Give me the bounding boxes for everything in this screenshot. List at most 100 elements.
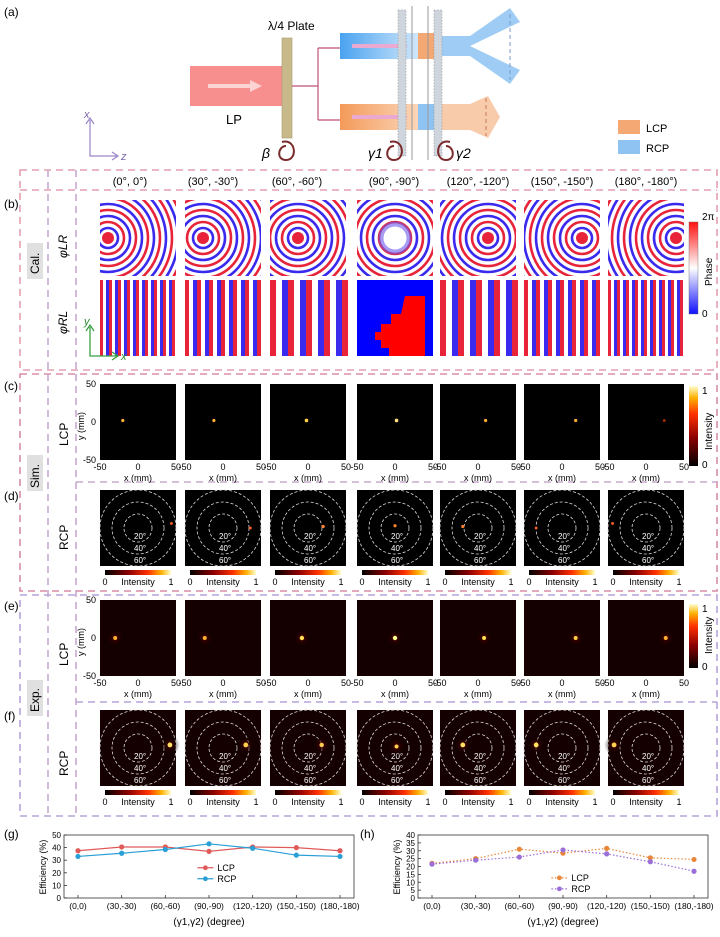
phase-lr-map <box>608 200 684 276</box>
ring-label: 60° <box>219 556 231 565</box>
ring-label: 20° <box>474 532 486 541</box>
y-tick-label: 40 <box>406 831 415 840</box>
x-tick-label: 0 <box>559 678 564 688</box>
angle-ring <box>356 489 434 567</box>
angle-ring <box>269 709 347 787</box>
optical-setup: LP λ/4 Plate β γ1 γ2 x z LCP RCP <box>83 6 669 163</box>
intensity-spot <box>482 636 487 640</box>
x-tick-label: (150,-150) <box>631 901 670 911</box>
axis-z-label: z <box>120 151 127 163</box>
ring-label: 40° <box>642 764 654 773</box>
ring-label: 40° <box>219 544 231 553</box>
data-point-lcp <box>293 845 299 851</box>
x-axis-label: x (mm) <box>632 473 660 483</box>
angle-ring <box>368 721 422 775</box>
y-tick-label: 30 <box>52 856 61 865</box>
colorbar-title: Intensity <box>291 577 325 587</box>
ring-label: 40° <box>558 764 570 773</box>
intensity-spot <box>321 524 325 529</box>
intensity-spot <box>304 418 309 423</box>
x-tick-label: -50 <box>517 678 530 688</box>
colorbar-low-label: 0 <box>187 797 192 807</box>
phase-colorbar-bottom: 0 <box>702 309 708 320</box>
intensity-colorbar-h <box>275 570 341 575</box>
x-tick-label: 0 <box>135 678 140 688</box>
lcp-exp-row: -50 0 50 x (mm) 50 0 -50 y (mm) -50 0 50 x (mm) -50 0… <box>76 595 689 699</box>
intensity-spot <box>611 522 614 525</box>
beta-label: β <box>261 145 270 161</box>
x-tick-label: 0 <box>643 678 648 688</box>
ring-label: 60° <box>391 776 403 785</box>
intensity-colorbar-h <box>275 790 341 795</box>
intensity-colorbar-h <box>190 790 256 795</box>
angle-headers: (0°, 0°) (30°, -30°) (60°, -60°) (90°, -… <box>113 176 678 188</box>
angle-header-3: (60°, -60°) <box>272 176 322 188</box>
intensity-spot <box>484 418 488 423</box>
angle-ring <box>451 501 505 555</box>
x-tick-label: 50 <box>341 462 351 472</box>
intensity-spot <box>202 636 207 640</box>
x-tick-label: (180,-180) <box>320 901 359 911</box>
x-tick-label: -50 <box>517 462 530 472</box>
intensity-spot <box>167 742 173 748</box>
colorbar-low-label: 0 <box>526 577 531 587</box>
phase-lr-map <box>100 200 176 276</box>
colorbar-low-label: 0 <box>359 797 364 807</box>
intensity-spot <box>533 742 539 748</box>
data-point-rcp <box>429 861 435 867</box>
angle-ring <box>123 733 153 763</box>
colorbar-low-label: 0 <box>102 577 107 587</box>
group-exp-label: Exp. <box>28 688 42 712</box>
y-tick-label: 40 <box>52 844 61 853</box>
legend-label: LCP <box>217 863 235 873</box>
quarter-wave-plate <box>281 37 293 139</box>
x-tick-label: (30,-30) <box>107 901 137 911</box>
gamma1-label: γ1 <box>368 145 383 161</box>
intensity-spot <box>212 418 216 423</box>
angle-ring <box>184 709 262 787</box>
angle-ring <box>523 709 601 787</box>
intensity-colorbar-h <box>105 570 171 575</box>
data-point-rcp <box>647 859 653 865</box>
intensity-spot <box>394 418 399 423</box>
data-point-rcp <box>162 846 168 853</box>
angle-header-2: (30°, -30°) <box>188 176 238 188</box>
x-axis-label: (γ1,γ2) (degree) <box>173 917 244 928</box>
angle-ring <box>463 733 493 763</box>
rotation-gamma2-icon <box>437 140 454 162</box>
x-axis-label: x (mm) <box>124 689 152 699</box>
colorbar-high-label: 1 <box>676 797 681 807</box>
colorbar-low-label: 0 <box>442 797 447 807</box>
data-point-rcp <box>250 845 256 851</box>
angle-ring <box>523 489 601 567</box>
ring-label: 20° <box>642 752 654 761</box>
data-point-lcp <box>647 855 653 861</box>
rcp-sim-row: 20° 40° 60° 0 Intensity 1 20° 40° 60° 0 Intensity 1… <box>99 489 685 587</box>
ring-label: 20° <box>391 532 403 541</box>
ring-label: 20° <box>219 532 231 541</box>
intensity-spot <box>248 526 252 530</box>
x-tick-label: 50 <box>511 462 521 472</box>
ring-label: 20° <box>304 532 316 541</box>
x-tick-label: 50 <box>595 462 605 472</box>
gamma2-label: γ2 <box>456 145 471 161</box>
panel-label-d: (d) <box>4 489 19 503</box>
rcp-diverge-up <box>442 8 520 46</box>
phase-lr-map <box>440 200 516 276</box>
intensity-colorbar-e: 1 0 Intensity <box>689 604 715 673</box>
ring-label: 40° <box>134 544 146 553</box>
colorbar-low-label: 0 <box>187 577 192 587</box>
intensity-spot <box>393 524 397 528</box>
x-tick-label: 50 <box>595 678 605 688</box>
group-labels: Cal. Sim. Exp. <box>27 243 43 716</box>
x-tick-label: (30,-30) <box>461 901 491 911</box>
intensity-spot <box>662 419 666 422</box>
colorbar-high-label: 1 <box>338 797 343 807</box>
legend-label: RCP <box>571 884 590 894</box>
metasurface-1 <box>397 9 407 157</box>
data-point-rcp <box>604 851 610 857</box>
colorbar-title: Intensity <box>629 577 663 587</box>
ring-label: 60° <box>134 556 146 565</box>
angle-header-6: (150°, -150°) <box>531 176 594 188</box>
colorbar-high-label: 1 <box>676 577 681 587</box>
